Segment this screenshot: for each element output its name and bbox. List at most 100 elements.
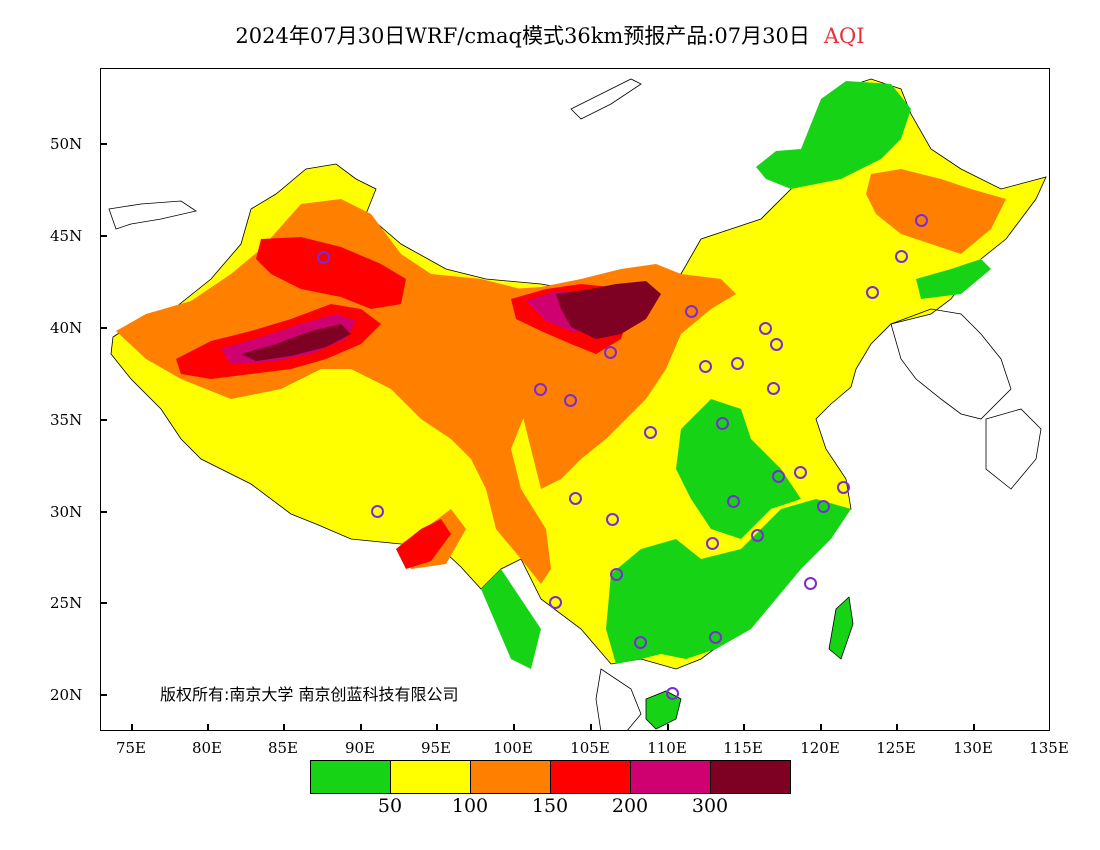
city-marker (817, 500, 830, 513)
city-marker (866, 286, 879, 299)
lat-label: 45N (50, 227, 83, 245)
city-marker (837, 481, 850, 494)
coastline-korea (985, 408, 1042, 490)
lat-tick (100, 327, 107, 329)
lat-label: 40N (50, 319, 83, 337)
lat-tick (100, 143, 107, 145)
city-marker (610, 568, 623, 581)
legend-swatch (631, 761, 711, 793)
lon-label: 100E (493, 739, 533, 757)
lon-label: 115E (723, 739, 763, 757)
city-marker (915, 214, 928, 227)
city-marker (317, 251, 330, 264)
region-sensitive-northeast (866, 169, 1006, 254)
lon-tick (283, 724, 285, 731)
coastline-baikal (570, 78, 642, 120)
city-marker (767, 382, 780, 395)
region-good-central (676, 399, 801, 539)
region-good-far-northeast (916, 259, 991, 299)
city-marker (549, 596, 562, 609)
lon-label: 120E (800, 739, 840, 757)
lon-tick (667, 724, 669, 731)
region-unhealthy-tibet (396, 519, 451, 569)
lon-label: 110E (647, 739, 687, 757)
legend-label: 300 (691, 795, 729, 817)
lon-tick (973, 724, 975, 731)
city-marker (709, 631, 722, 644)
coastline-northwest (108, 200, 197, 230)
city-marker (644, 426, 657, 439)
lat-tick (100, 694, 107, 696)
city-marker (759, 322, 772, 335)
lon-label: 85E (267, 739, 299, 757)
lat-tick (100, 511, 107, 513)
city-marker (716, 417, 729, 430)
aqi-map (108, 78, 1047, 730)
city-marker (564, 394, 577, 407)
lat-tick (100, 235, 107, 237)
lon-label: 105E (570, 739, 610, 757)
coastline-east (890, 308, 1012, 420)
region-hazardous-alxa (556, 281, 661, 339)
region-hazardous-tarim (241, 324, 351, 361)
lon-label: 125E (876, 739, 916, 757)
title-variable: AQI (823, 24, 865, 48)
legend-label: 150 (531, 795, 569, 817)
map-title: 2024年07月30日WRF/cmaq模式36km预报产品:07月30日 AQI (0, 20, 1100, 50)
copyright-notice: 版权所有:南京大学 南京创蓝科技有限公司 (160, 685, 459, 704)
city-marker (804, 577, 817, 590)
city-marker (727, 495, 740, 508)
legend-label: 200 (611, 795, 649, 817)
city-marker (699, 360, 712, 373)
city-marker (895, 250, 908, 263)
lat-tick (100, 419, 107, 421)
lat-label: 50N (50, 135, 83, 153)
city-marker (634, 636, 647, 649)
legend-swatch (391, 761, 471, 793)
lat-label: 35N (50, 411, 83, 429)
lon-label: 90E (344, 739, 376, 757)
city-marker (371, 505, 384, 518)
legend-label: 50 (377, 795, 403, 817)
city-marker (772, 470, 785, 483)
city-marker (770, 338, 783, 351)
island-taiwan (828, 596, 854, 660)
lon-tick (820, 724, 822, 731)
city-marker (706, 537, 719, 550)
lon-tick (436, 724, 438, 731)
lon-label: 130E (953, 739, 993, 757)
region-good-southwest (481, 569, 541, 669)
lon-tick (590, 724, 592, 731)
lon-label: 75E (115, 739, 147, 757)
title-main: 2024年07月30日WRF/cmaq模式36km预报产品:07月30日 (235, 24, 810, 48)
city-marker (751, 529, 764, 542)
city-marker (606, 513, 619, 526)
legend-swatch (471, 761, 551, 793)
lat-tick (100, 602, 107, 604)
legend-swatch (311, 761, 391, 793)
lat-label: 25N (50, 594, 83, 612)
city-marker (666, 687, 679, 700)
legend-label: 100 (451, 795, 489, 817)
lon-tick (207, 724, 209, 731)
region-unhealthy-junggar (256, 237, 406, 309)
region-sensitive-west (116, 199, 581, 584)
lon-label: 80E (191, 739, 223, 757)
legend-swatch (711, 761, 790, 793)
city-marker (569, 492, 582, 505)
region-good-northeast (756, 81, 911, 189)
lon-tick (360, 724, 362, 731)
color-legend (310, 760, 791, 794)
city-marker (731, 357, 744, 370)
lon-label: 95E (420, 739, 452, 757)
city-marker (685, 305, 698, 318)
map-frame (100, 68, 1050, 731)
lat-label: 20N (50, 686, 83, 704)
city-marker (604, 346, 617, 359)
coastline-southeast-asia (595, 668, 642, 730)
region-good-south (606, 499, 851, 664)
legend-swatch (551, 761, 631, 793)
lon-tick (743, 724, 745, 731)
lon-tick (131, 724, 133, 731)
city-marker (794, 466, 807, 479)
